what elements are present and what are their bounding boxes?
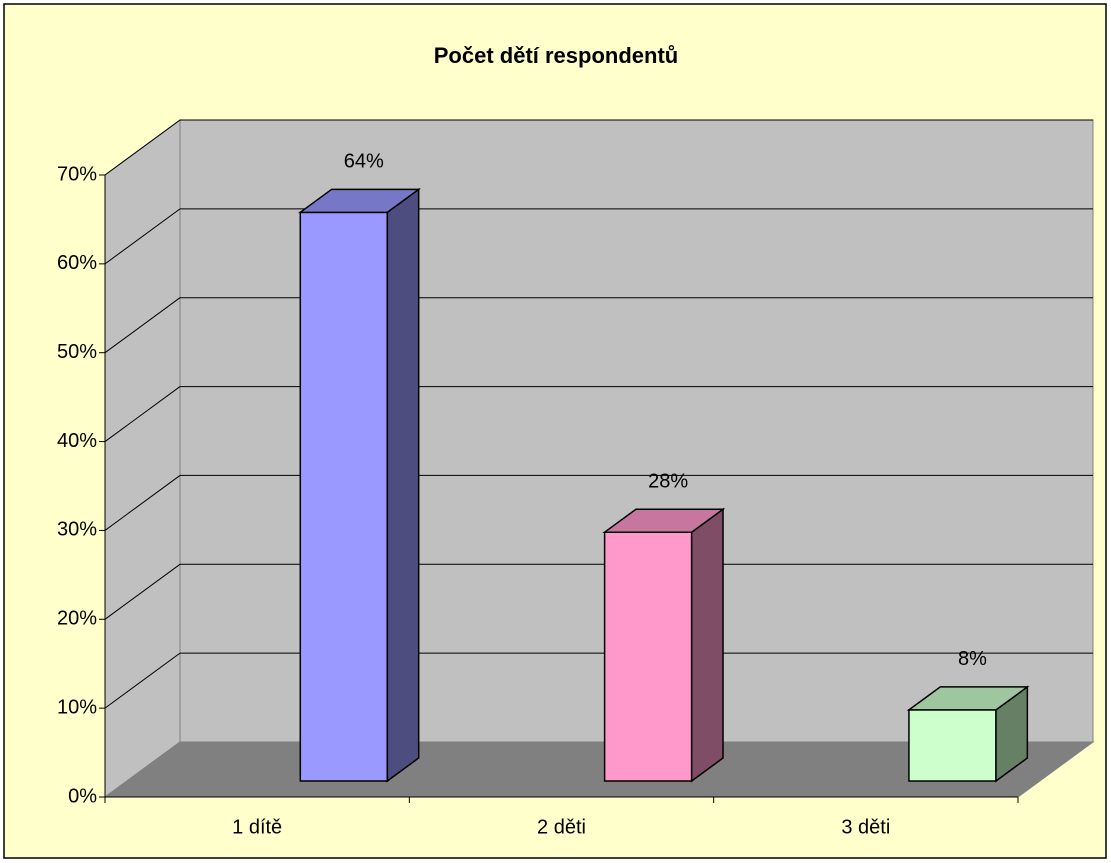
grid-line xyxy=(104,475,181,531)
bar-top xyxy=(906,686,1030,711)
bar-side xyxy=(690,507,724,783)
grid-line xyxy=(104,563,181,620)
y-tick-label: 30% xyxy=(57,519,97,541)
data-label: 8% xyxy=(958,648,987,670)
y-tick-label: 60% xyxy=(57,252,97,274)
y-tick-label: 70% xyxy=(57,163,97,185)
data-label: 64% xyxy=(344,151,384,173)
grid-line xyxy=(104,297,181,354)
grid-line xyxy=(104,119,181,176)
grid-line xyxy=(104,208,181,265)
bar-front xyxy=(603,531,693,782)
bar xyxy=(297,187,421,783)
bar-front xyxy=(299,211,389,782)
y-tick-label: 20% xyxy=(57,608,97,630)
bar-top xyxy=(297,188,421,214)
y-tick-label: 0% xyxy=(68,785,97,807)
y-tick-label: 40% xyxy=(57,430,97,452)
bar xyxy=(906,685,1030,783)
chart-title: Počet dětí respondentů xyxy=(434,43,678,68)
data-label: 28% xyxy=(648,470,688,492)
x-tick-label: 1 dítě xyxy=(232,816,282,838)
bar-top xyxy=(602,508,726,533)
bar xyxy=(602,507,726,783)
grid-line xyxy=(104,652,181,709)
x-tick-label: 2 děti xyxy=(537,816,586,838)
y-tick-label: 10% xyxy=(57,696,97,718)
bar-front xyxy=(908,709,997,782)
grid-line xyxy=(104,386,181,442)
y-tick-label: 50% xyxy=(57,341,97,363)
bar-side xyxy=(386,187,420,783)
left-wall xyxy=(104,119,181,798)
x-tick-label: 3 děti xyxy=(841,816,890,838)
